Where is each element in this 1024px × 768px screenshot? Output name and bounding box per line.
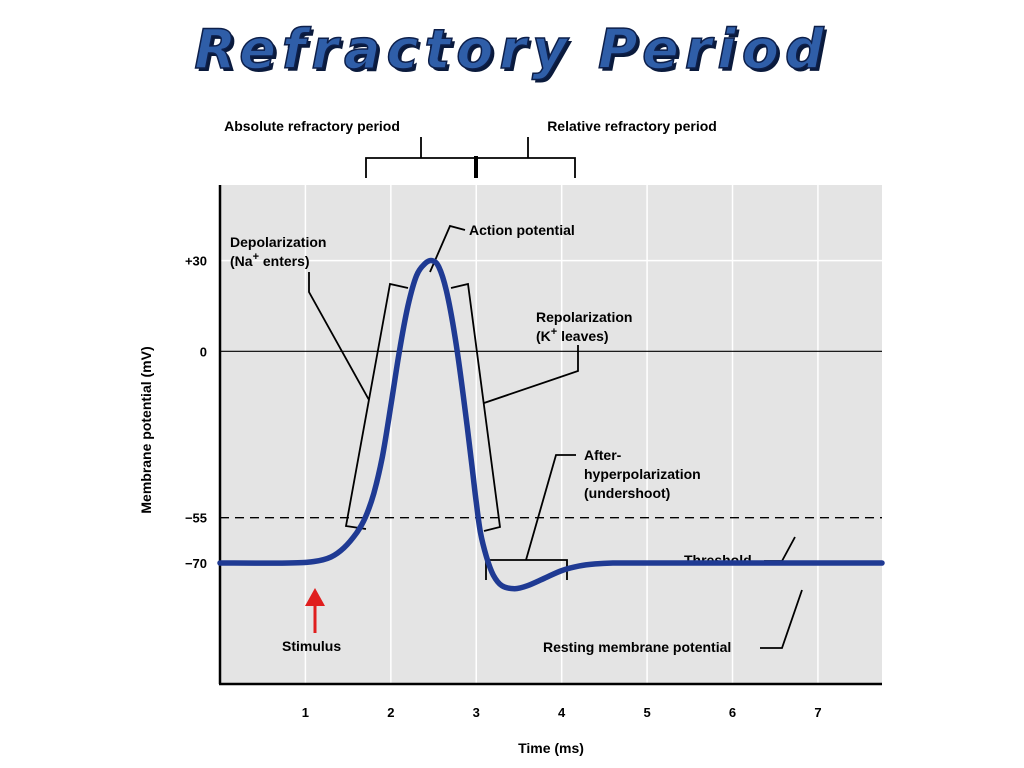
x-axis-label: Time (ms) bbox=[518, 740, 584, 756]
grid-lines bbox=[220, 185, 882, 684]
refractory-brackets bbox=[365, 137, 576, 178]
x-tick-label: 7 bbox=[814, 705, 821, 720]
plot-area bbox=[220, 185, 882, 683]
y-axis-label: Membrane potential (mV) bbox=[138, 346, 154, 513]
depolarization-sublabel: (Na+ enters) bbox=[230, 251, 310, 269]
y-tick-label: −55 bbox=[185, 511, 207, 526]
x-tick-label: 6 bbox=[729, 705, 736, 720]
membrane-potential-trace bbox=[217, 257, 885, 592]
y-tick-label: +30 bbox=[185, 254, 207, 269]
repolarization-label: Repolarization bbox=[536, 309, 632, 325]
absolute-refractory-label: Absolute refractory period bbox=[224, 118, 400, 134]
resting-potential-label: Resting membrane potential bbox=[543, 639, 731, 655]
stimulus-label: Stimulus bbox=[282, 638, 341, 654]
repolarization-sublabel: (K+ leaves) bbox=[536, 326, 609, 344]
x-tick-label: 2 bbox=[387, 705, 394, 720]
action-potential-label: Action potential bbox=[469, 222, 575, 238]
annotation-leaders bbox=[308, 224, 803, 649]
x-tick-labels: 1 2 3 4 5 6 7 bbox=[302, 705, 822, 720]
after-hyperpolarization-label-2: hyperpolarization bbox=[584, 466, 701, 482]
stimulus-arrow-icon bbox=[305, 588, 325, 633]
after-hyperpolarization-label-3: (undershoot) bbox=[584, 485, 670, 501]
depolarization-label: Depolarization bbox=[230, 234, 326, 250]
y-tick-label: 0 bbox=[200, 344, 207, 359]
x-tick-label: 4 bbox=[558, 705, 566, 720]
y-tick-labels: +30 0 −55 −70 bbox=[185, 254, 207, 571]
slide-title: Refractory Period bbox=[194, 17, 830, 82]
x-tick-label: 3 bbox=[473, 705, 480, 720]
x-tick-label: 1 bbox=[302, 705, 309, 720]
y-tick-label: −70 bbox=[185, 556, 207, 571]
after-hyperpolarization-label-1: After- bbox=[584, 447, 622, 463]
x-tick-label: 5 bbox=[643, 705, 650, 720]
relative-refractory-label: Relative refractory period bbox=[547, 118, 717, 134]
